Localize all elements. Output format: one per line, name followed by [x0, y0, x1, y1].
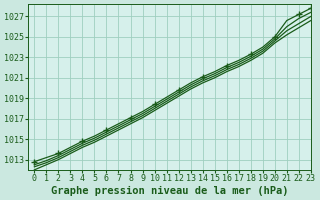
X-axis label: Graphe pression niveau de la mer (hPa): Graphe pression niveau de la mer (hPa): [51, 186, 288, 196]
